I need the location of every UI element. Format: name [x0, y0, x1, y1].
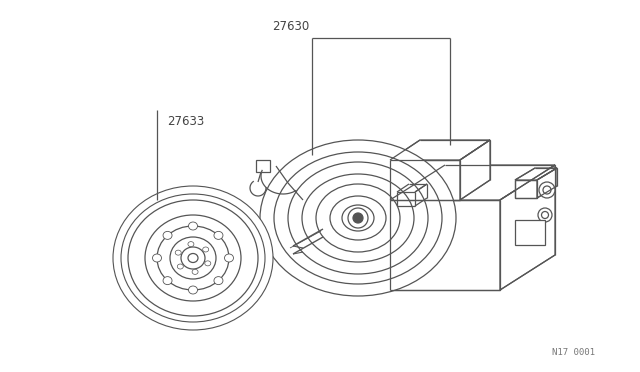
Polygon shape [390, 140, 490, 160]
Polygon shape [415, 184, 427, 206]
Ellipse shape [121, 194, 265, 322]
Ellipse shape [205, 261, 211, 266]
Polygon shape [397, 192, 415, 206]
Ellipse shape [214, 231, 223, 239]
Circle shape [353, 213, 363, 223]
Polygon shape [515, 168, 557, 180]
Ellipse shape [189, 222, 198, 230]
Polygon shape [390, 165, 555, 200]
Ellipse shape [260, 140, 456, 296]
Ellipse shape [113, 186, 273, 330]
Ellipse shape [288, 162, 428, 274]
Ellipse shape [274, 152, 442, 284]
Ellipse shape [163, 231, 172, 239]
Polygon shape [397, 184, 427, 192]
Ellipse shape [214, 277, 223, 285]
Ellipse shape [175, 250, 181, 255]
Polygon shape [390, 160, 460, 200]
Circle shape [348, 208, 368, 228]
Circle shape [538, 208, 552, 222]
Polygon shape [537, 168, 557, 198]
Ellipse shape [163, 277, 172, 285]
Ellipse shape [152, 254, 161, 262]
Text: N17 0001: N17 0001 [552, 348, 595, 357]
Circle shape [539, 182, 555, 198]
Ellipse shape [128, 200, 258, 316]
Polygon shape [256, 160, 270, 172]
Polygon shape [500, 165, 555, 290]
Ellipse shape [177, 264, 183, 269]
Ellipse shape [188, 242, 194, 247]
Ellipse shape [157, 226, 229, 290]
Ellipse shape [225, 254, 234, 262]
Text: 27633: 27633 [167, 115, 204, 128]
Ellipse shape [181, 247, 205, 269]
Polygon shape [390, 200, 500, 290]
Ellipse shape [145, 215, 241, 301]
Polygon shape [515, 180, 537, 198]
Polygon shape [460, 140, 490, 200]
Ellipse shape [302, 174, 414, 262]
Polygon shape [515, 220, 545, 245]
Ellipse shape [189, 286, 198, 294]
Ellipse shape [203, 247, 209, 252]
Ellipse shape [170, 237, 216, 279]
Ellipse shape [192, 269, 198, 275]
Ellipse shape [316, 184, 400, 252]
Ellipse shape [330, 196, 386, 240]
Text: 27630: 27630 [273, 20, 310, 33]
Ellipse shape [342, 205, 374, 231]
